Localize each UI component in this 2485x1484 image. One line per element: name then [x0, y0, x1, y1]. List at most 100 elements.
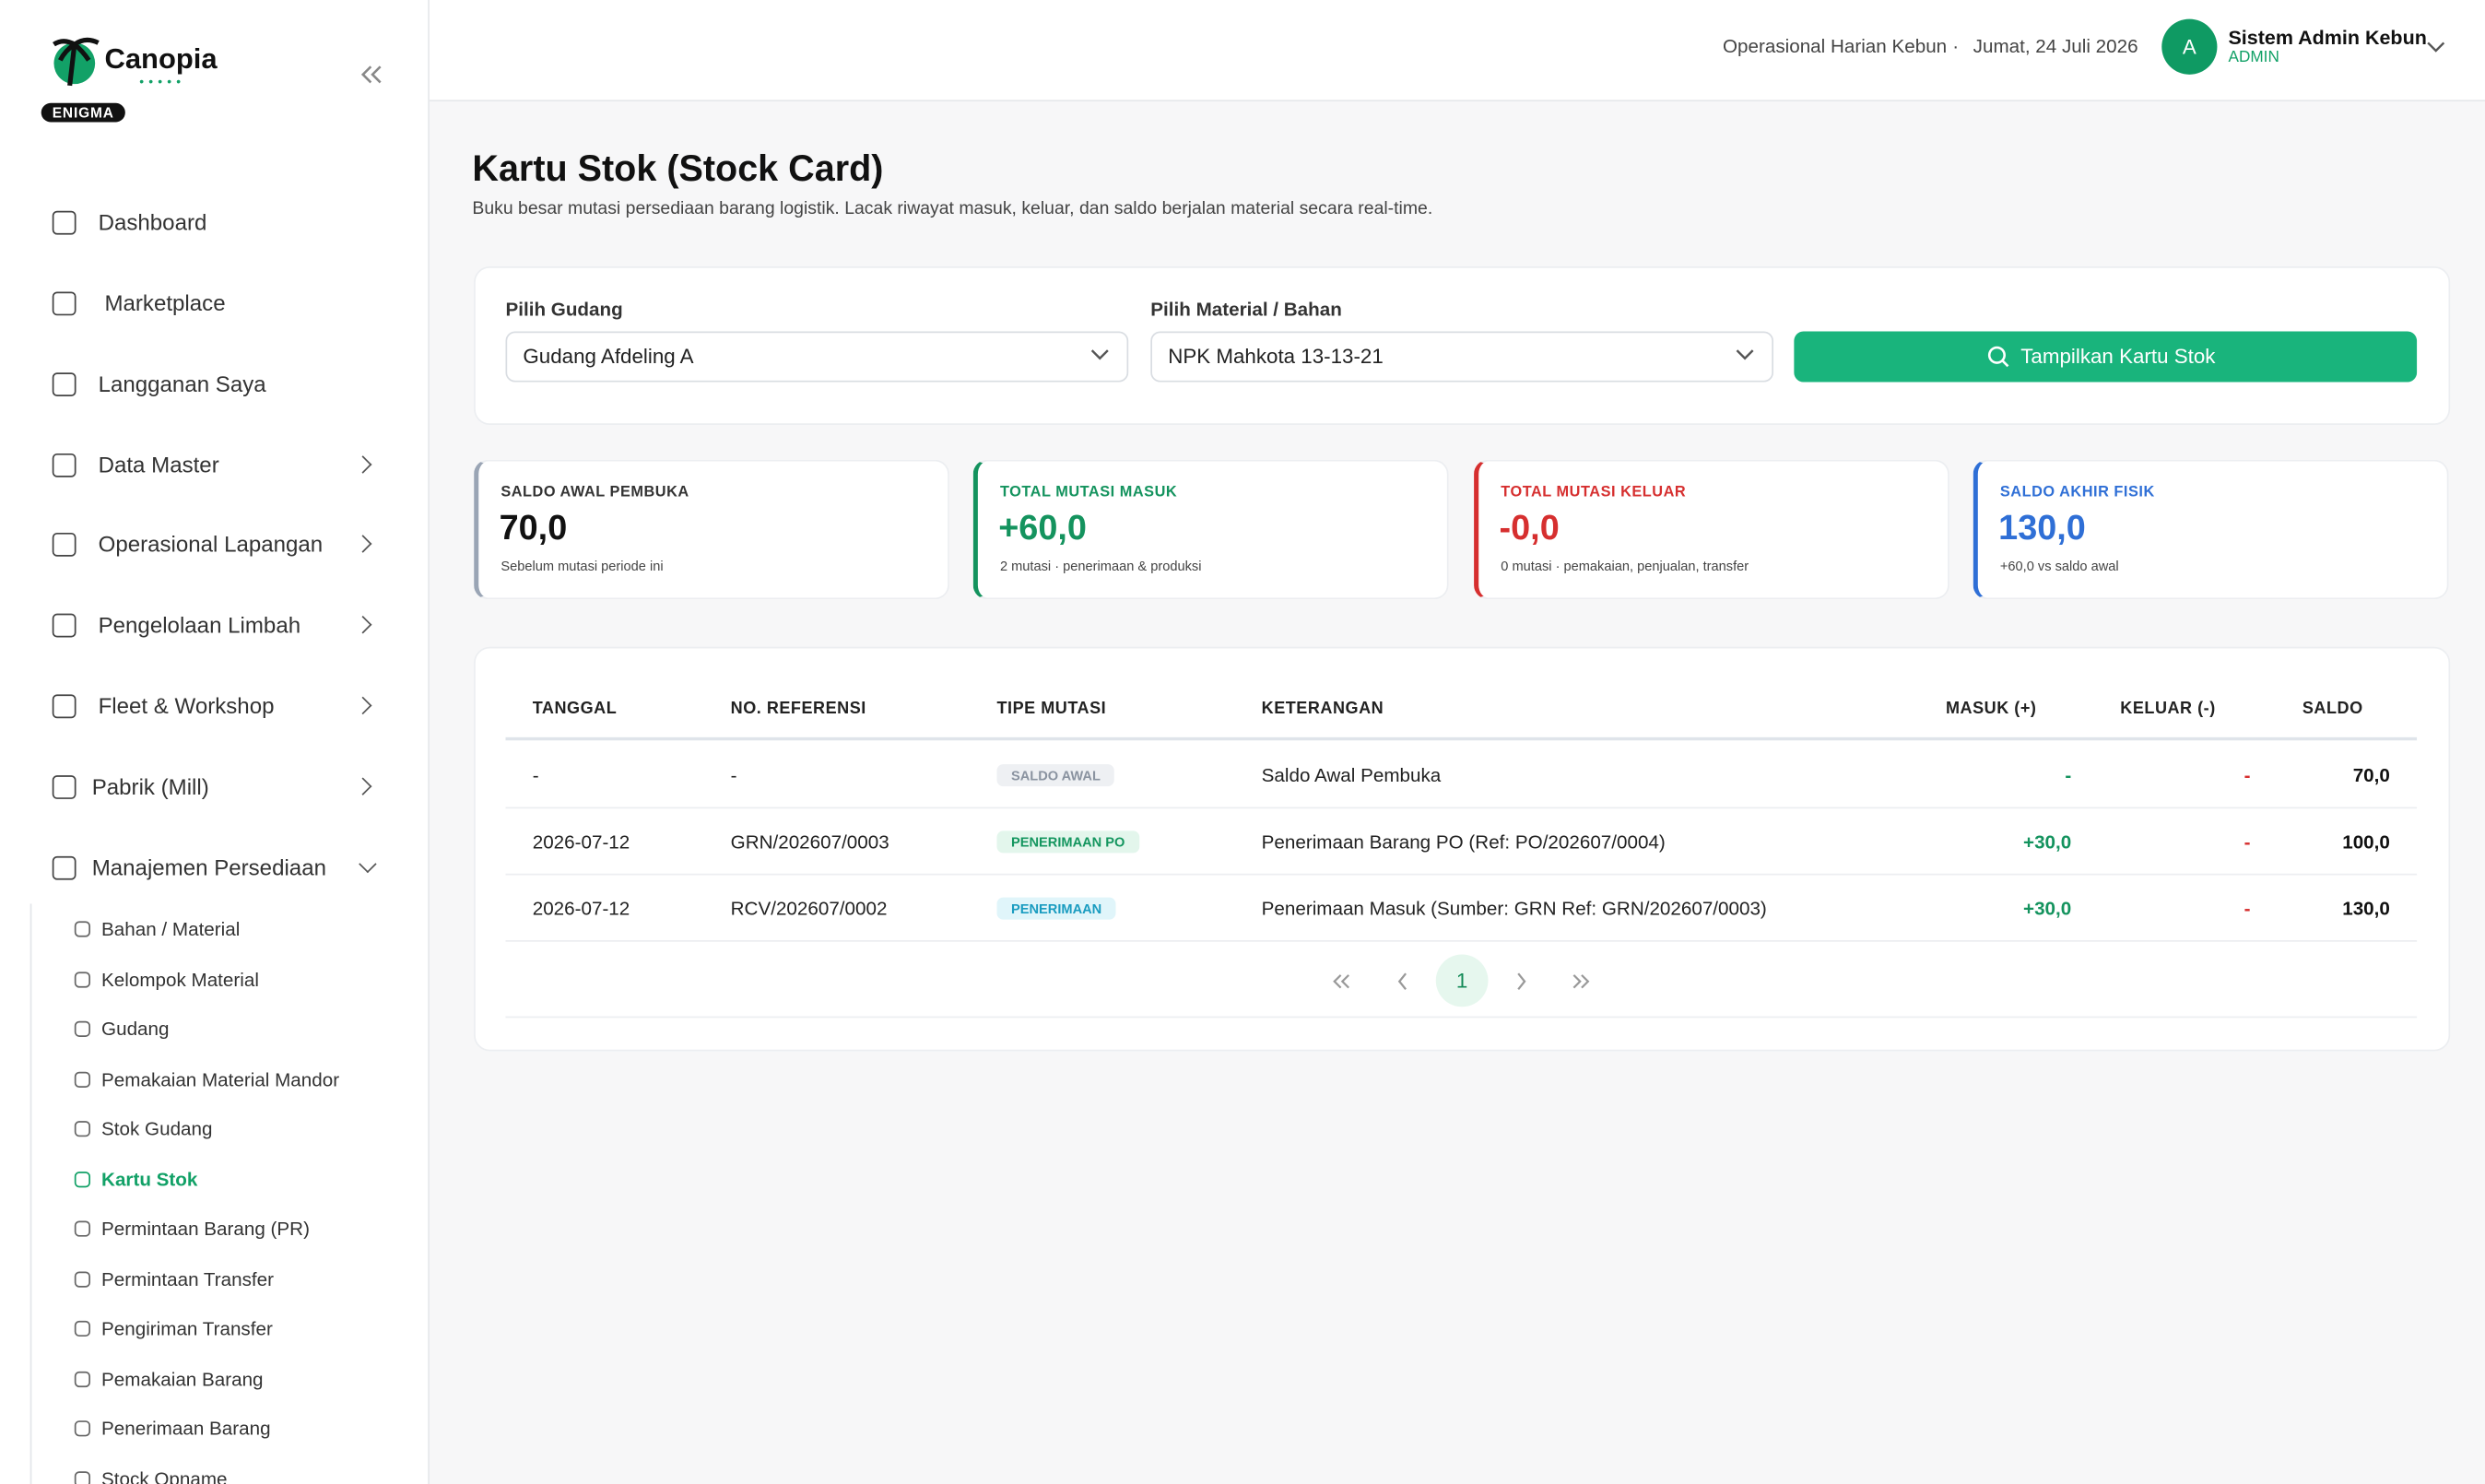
column-header: SALDO — [2302, 699, 2363, 719]
icon — [52, 532, 77, 557]
icon — [74, 921, 91, 937]
nav-label: Dashboard — [98, 209, 207, 235]
cell: Penerimaan Masuk (Sumber: GRN Ref: GRN/2… — [1261, 897, 1767, 920]
cell: Saldo Awal Pembuka — [1261, 764, 1442, 787]
icon — [74, 1070, 91, 1088]
user-menu[interactable] — [2426, 40, 2445, 53]
user-name: Sistem Admin Kebun — [2228, 27, 2427, 50]
subnav-label: Pemakaian Barang — [101, 1367, 264, 1390]
icon — [52, 210, 77, 235]
column-header: KETERANGAN — [1261, 699, 1384, 719]
stat-value: -0,0 — [1499, 507, 1560, 548]
context: Operasional Harian Kebun — [1722, 34, 1948, 57]
page-button[interactable] — [1435, 954, 1489, 1007]
icon — [52, 775, 77, 799]
collapse-button[interactable] — [359, 64, 384, 86]
stat-label: SALDO AWAL PEMBUKA — [501, 483, 689, 501]
search-icon — [1987, 346, 2009, 368]
show-button[interactable] — [1794, 331, 2418, 383]
table-row — [505, 742, 2418, 809]
brand-dots: ••••• — [139, 74, 186, 89]
sidebar — [0, 0, 430, 1484]
chevron-down — [1736, 349, 1754, 360]
column-header: TIPE MUTASI — [996, 699, 1107, 719]
subnav-label: Gudang — [101, 1018, 170, 1041]
cell: +30,0 — [2023, 830, 2072, 854]
subnav-item[interactable] — [48, 1107, 396, 1151]
avatar-initial: A — [2182, 34, 2196, 59]
icon — [52, 291, 77, 316]
column-header: KELUAR (-) — [2120, 699, 2216, 719]
stat-card — [1474, 459, 1949, 600]
icon — [74, 1420, 91, 1437]
cell: - — [2244, 830, 2251, 854]
icon — [74, 1020, 91, 1037]
stat-card — [1973, 459, 2449, 600]
stat-value: 70,0 — [499, 507, 568, 548]
pagination-line — [505, 1016, 2418, 1019]
icon — [74, 1320, 91, 1337]
nav-item[interactable] — [31, 194, 395, 251]
subnav-item[interactable] — [48, 1007, 396, 1051]
table-row — [505, 808, 2418, 876]
filter-label: Pilih Material / Bahan — [1150, 298, 1342, 321]
subnav-label: Pemakaian Material Mandor — [101, 1067, 340, 1090]
icon — [52, 694, 77, 719]
cell: 130,0 — [2342, 897, 2390, 920]
cell: Penerimaan Barang PO (Ref: PO/202607/000… — [1261, 830, 1666, 854]
table-row — [505, 875, 2418, 942]
logo — [53, 37, 100, 87]
badge: PENERIMAAN — [996, 897, 1116, 920]
warehouse-select[interactable] — [505, 331, 1129, 383]
cell: RCV/202607/0002 — [730, 897, 888, 920]
nav-label: Marketplace — [104, 289, 226, 316]
nav-label: Pabrik (Mill) — [91, 773, 209, 799]
stat-label: TOTAL MUTASI KELUAR — [1501, 483, 1687, 501]
avatar[interactable] — [2161, 18, 2218, 75]
subnav-label: Stock Opname — [101, 1466, 228, 1484]
material-select[interactable] — [1150, 331, 1774, 383]
stat-card — [474, 459, 949, 600]
subnav-label: Kelompok Material — [101, 968, 259, 991]
subnav-label: Permintaan Barang (PR) — [101, 1218, 310, 1241]
stat-value: +60,0 — [998, 507, 1087, 548]
stat-card — [972, 459, 1449, 600]
icon — [52, 613, 77, 638]
cell: - — [2244, 764, 2251, 787]
nav-label: Langganan Saya — [98, 371, 266, 397]
stat-note: 2 mutasi · penerimaan & produksi — [999, 558, 1202, 574]
subnav-label: Permintaan Transfer — [101, 1267, 274, 1290]
subnav-item[interactable] — [48, 1157, 396, 1201]
subnav-label: Kartu Stok — [101, 1167, 198, 1190]
badge: SALDO AWAL — [996, 764, 1115, 787]
cell: GRN/202607/0003 — [730, 830, 889, 854]
icon — [74, 1270, 91, 1287]
icon — [74, 1371, 91, 1387]
select-value: Gudang Afdeling A — [523, 344, 694, 369]
icon — [52, 855, 77, 880]
date: Jumat, 24 Juli 2026 — [1973, 34, 2138, 57]
cell: 2026-07-12 — [532, 897, 630, 920]
button-label: Tampilkan Kartu Stok — [2020, 344, 2216, 369]
nav-label: Fleet & Workshop — [98, 692, 275, 719]
chevron-down — [1090, 349, 1109, 360]
stat-note: 0 mutasi · pemakaian, penjualan, transfe… — [1501, 558, 1749, 574]
nav-label: Data Master — [98, 452, 219, 477]
icon — [74, 1470, 91, 1484]
brand: Canopia — [104, 42, 218, 75]
user-role: ADMIN — [2228, 49, 2279, 67]
separator: · — [1952, 34, 1960, 57]
badge: PENERIMAAN PO — [996, 830, 1139, 854]
subnav-label: Penerimaan Barang — [101, 1417, 271, 1440]
cell: - — [2065, 764, 2072, 787]
stat-note: +60,0 vs saldo awal — [1999, 558, 2119, 574]
page-subtitle: Buku besar mutasi persediaan barang logi… — [472, 199, 1433, 219]
nav-item[interactable] — [31, 758, 395, 815]
column-header: MASUK (+) — [1945, 699, 2037, 719]
nav-label: Manajemen Persediaan — [91, 854, 326, 880]
stat-value: 130,0 — [1998, 507, 2086, 548]
topbar — [429, 0, 2485, 102]
